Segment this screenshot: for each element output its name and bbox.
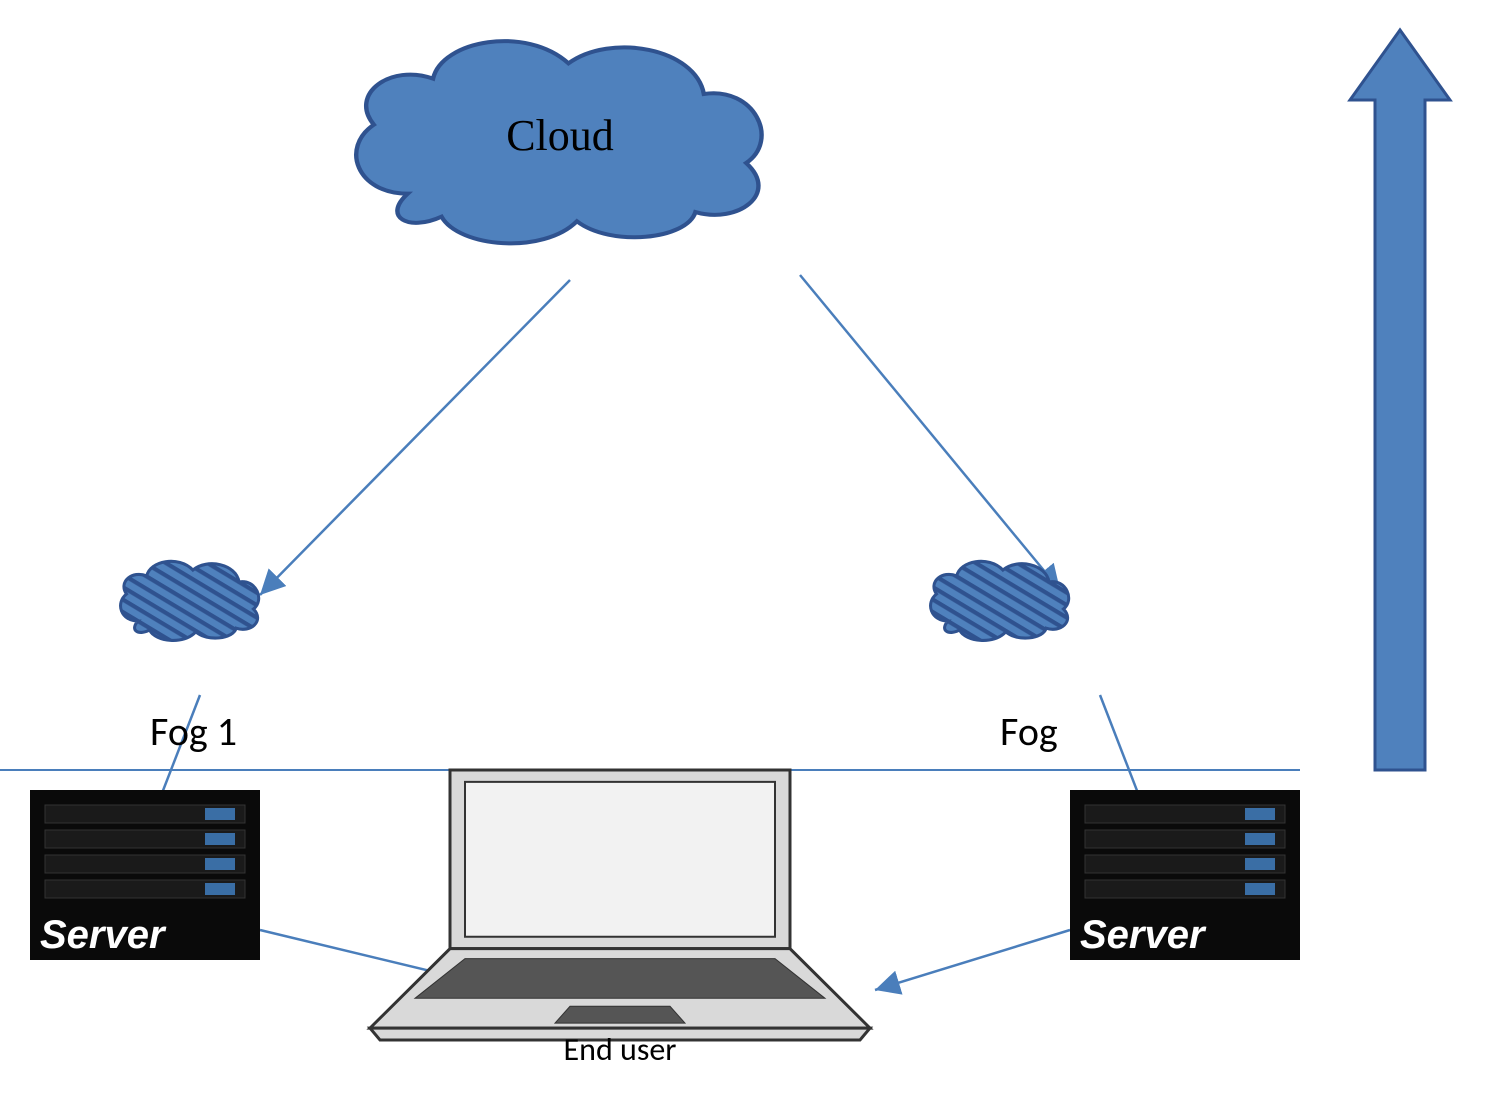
fog2-label: Fog bbox=[1000, 707, 1058, 756]
end-user-label: End user bbox=[564, 1030, 677, 1069]
cloud-label: Cloud bbox=[506, 111, 614, 160]
big-up-arrow bbox=[1350, 30, 1450, 770]
server1-node bbox=[30, 790, 260, 960]
edge-cloud-fog2 bbox=[800, 275, 1060, 590]
laptop-node bbox=[370, 770, 870, 1040]
fog1-node bbox=[121, 561, 259, 640]
fog2-node bbox=[931, 561, 1069, 640]
server2-node bbox=[1070, 790, 1300, 960]
edge-server2-laptop bbox=[875, 930, 1070, 990]
edge-cloud-fog1 bbox=[260, 280, 570, 595]
fog1-label: Fog 1 bbox=[150, 707, 237, 756]
big-up-arrow-path bbox=[1350, 30, 1450, 770]
